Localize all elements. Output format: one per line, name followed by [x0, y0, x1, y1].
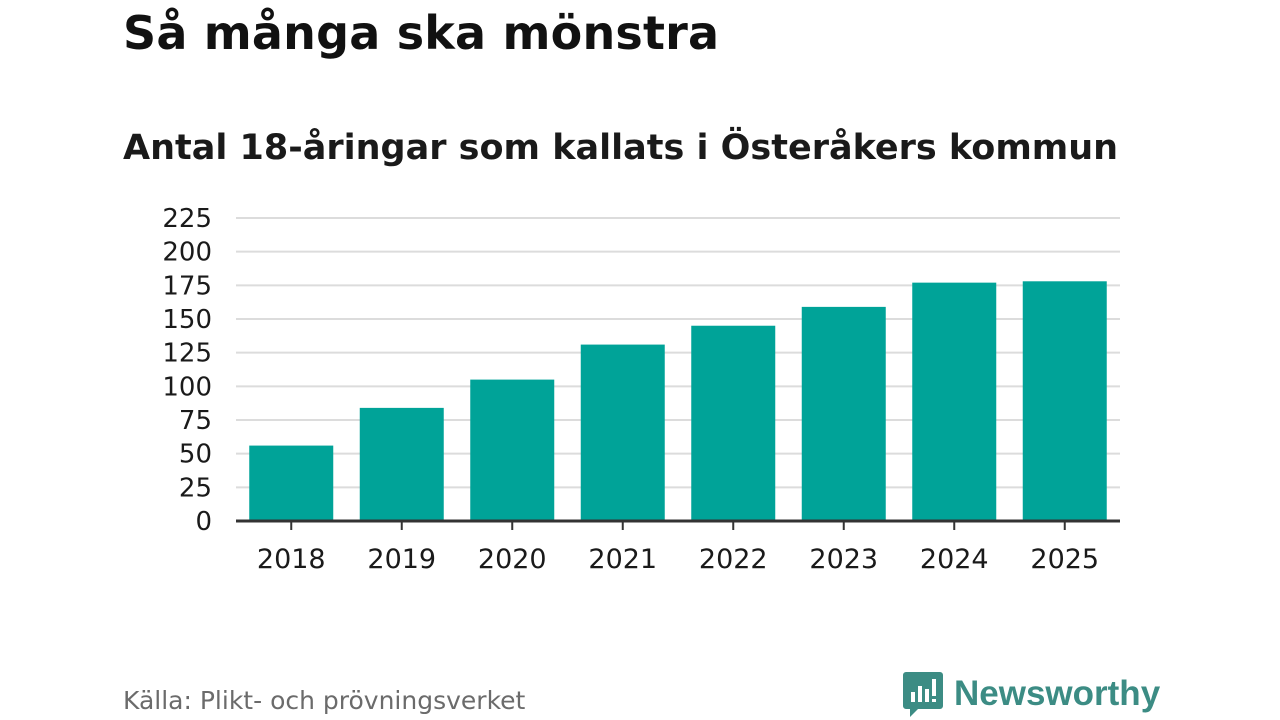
bar-2022 [691, 325, 776, 521]
y-tick-label: 175 [162, 271, 212, 301]
bar-2018 [249, 445, 334, 521]
y-tick-label: 0 [195, 507, 212, 537]
chart-title: Så många ska mönstra [123, 6, 720, 60]
bar-2025 [1022, 281, 1107, 521]
x-tick-label: 2024 [920, 544, 989, 575]
x-tick-label: 2021 [588, 544, 657, 575]
y-tick-label: 200 [162, 238, 212, 268]
y-tick-label: 75 [179, 406, 212, 436]
x-tick-label: 2020 [478, 544, 547, 575]
x-tick-label: 2022 [699, 544, 768, 575]
y-tick-label: 225 [162, 204, 212, 234]
x-tick-label: 2023 [809, 544, 878, 575]
y-tick-label: 25 [179, 473, 212, 503]
source-note: Källa: Plikt- och prövningsverket [123, 686, 526, 715]
chart-subtitle: Antal 18-åringar som kallats i Österåker… [123, 128, 1119, 168]
x-tick-label: 2018 [257, 544, 326, 575]
y-tick-label: 150 [162, 305, 212, 335]
bar-2024 [912, 282, 997, 521]
x-tick-label: 2025 [1030, 544, 1099, 575]
bar-2019 [359, 407, 444, 521]
y-tick-label: 100 [162, 372, 212, 402]
brand-logo: Newsworthy [902, 670, 1160, 718]
x-tick-label: 2019 [367, 544, 436, 575]
y-tick-label: 50 [179, 440, 212, 470]
bar-2020 [470, 379, 555, 521]
bar-2021 [580, 344, 665, 521]
y-tick-label: 125 [162, 339, 212, 369]
newsworthy-logo-icon [903, 672, 943, 717]
brand-name: Newsworthy [954, 674, 1161, 713]
bar-2023 [801, 306, 886, 521]
